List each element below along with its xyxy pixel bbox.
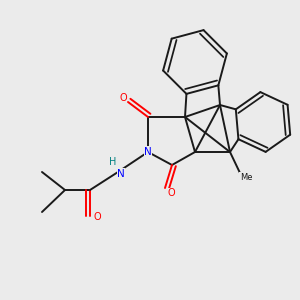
Text: Me: Me	[240, 172, 252, 182]
Text: O: O	[119, 93, 127, 103]
Text: O: O	[167, 188, 175, 198]
Text: N: N	[144, 147, 152, 157]
Text: N: N	[117, 169, 125, 179]
Text: O: O	[93, 212, 101, 222]
Text: H: H	[109, 157, 117, 167]
